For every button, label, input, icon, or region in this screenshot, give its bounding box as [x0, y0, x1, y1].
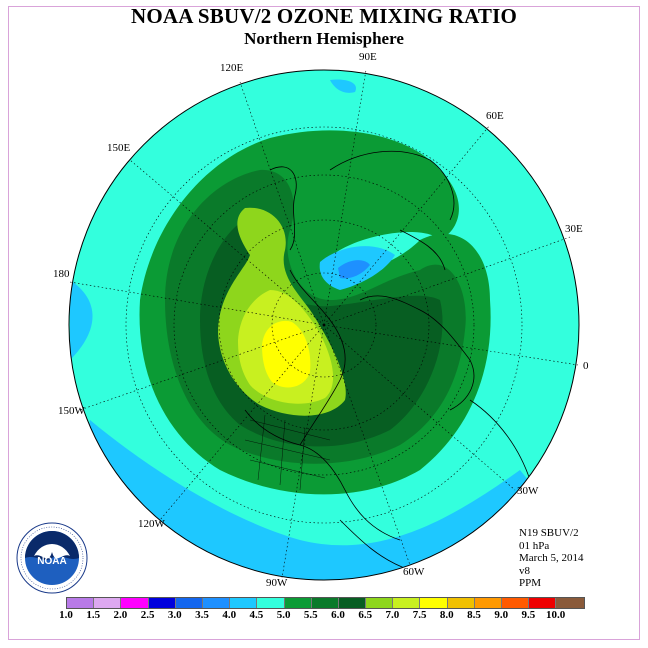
meridian-120w — [159, 324, 325, 521]
lon-label-30w: 30W — [517, 485, 539, 497]
lon-label-180: 180 — [53, 268, 70, 280]
legend-tick-label: 5.0 — [276, 609, 291, 621]
coastlines — [244, 150, 531, 571]
version-label: v8 — [519, 564, 530, 577]
legend-tick-label: 9.0 — [494, 609, 509, 621]
legend-swatch — [121, 598, 149, 608]
legend-tick-label: 4.5 — [249, 609, 264, 621]
legend-swatch — [175, 598, 203, 608]
date-label: March 5, 2014 — [519, 552, 584, 564]
meridian-120e — [239, 81, 325, 326]
meridian-150w — [79, 324, 325, 411]
legend-swatch — [366, 598, 394, 608]
africa-coast — [469, 399, 531, 481]
lon-label-90e: 90E — [359, 51, 377, 63]
figure-border — [8, 6, 640, 640]
legend-tick-label: 7.5 — [412, 609, 427, 621]
units-label: PPM — [519, 577, 542, 589]
lon-label-150e: 150E — [107, 142, 131, 154]
legend-tick-label: 9.5 — [521, 609, 536, 621]
legend-swatch — [284, 598, 312, 608]
legend-swatch — [94, 598, 122, 608]
us-state-lines — [244, 414, 331, 491]
meridian-90e — [323, 69, 367, 326]
legend-tick-label: 8.5 — [467, 609, 481, 621]
pressure-level: 01 hPa — [519, 539, 550, 552]
field-7.5-8.0 — [262, 320, 311, 388]
color-legend — [66, 597, 585, 609]
map-subtitle: Northern Hemisphere — [244, 29, 404, 48]
legend-swatch — [474, 598, 502, 608]
map-boundary — [68, 69, 580, 581]
lon-label-30e: 30E — [565, 223, 583, 235]
south-america-coast — [339, 519, 411, 571]
legend-tick-label: 7.0 — [385, 609, 400, 621]
field-4.0-4.5-dateline — [70, 280, 93, 360]
satellite-label: N19 SBUV/2 — [519, 527, 579, 539]
map-title: NOAA SBUV/2 OZONE MIXING RATIO — [131, 4, 517, 28]
legend-tick-label: 2.5 — [140, 609, 155, 621]
greenland-europe-coast — [359, 295, 475, 411]
legend-tick-label: 4.0 — [222, 609, 237, 621]
lon-label-60e: 60E — [486, 110, 504, 122]
siberia-coast — [329, 150, 455, 221]
noaa-logo: NOAA — [16, 522, 88, 594]
latitude-circle-50n — [218, 219, 430, 431]
legend-swatch — [148, 598, 176, 608]
legend-swatch — [230, 598, 258, 608]
legend-swatch — [447, 598, 475, 608]
legend-tick-label: 10.0 — [545, 609, 566, 621]
legend-tick-label: 1.5 — [86, 609, 101, 621]
meridian-90w — [281, 324, 325, 579]
latitude-circle-10n — [125, 126, 523, 524]
meridian-150e — [129, 159, 325, 326]
field-4.0-4.5-north — [330, 79, 356, 93]
info-block: N19 SBUV/2 01 hPa March 5, 2014 v8 PPM — [519, 527, 583, 590]
lon-label-0: 0 — [583, 360, 589, 372]
lon-label-60w: 60W — [403, 566, 425, 578]
alaska-coast — [269, 166, 297, 251]
scandinavia-coast — [399, 229, 446, 271]
legend-tick-label: 3.5 — [195, 609, 209, 621]
legend-tick-label: 3.0 — [167, 609, 182, 621]
logo-text: NOAA — [37, 556, 66, 567]
legend-tick-label: 5.5 — [303, 609, 318, 621]
legend-swatch — [420, 598, 448, 608]
latitude-circle-70n — [271, 272, 377, 378]
meridian-180 — [69, 281, 325, 326]
legend-swatch — [257, 598, 285, 608]
legend-swatch — [311, 598, 339, 608]
legend-tick-label: 8.0 — [439, 609, 454, 621]
graticule — [69, 69, 579, 579]
lon-label-120e: 120E — [220, 62, 244, 74]
canada-coast — [289, 269, 346, 446]
meridian-60w — [323, 324, 411, 566]
legend-tick-label: 6.5 — [358, 609, 373, 621]
legend-swatch — [529, 598, 557, 608]
legend-tick-label: 1.0 — [59, 609, 73, 621]
legend-swatch — [202, 598, 231, 608]
lon-label-90w: 90W — [266, 577, 288, 589]
field-3.5-4.0-polar — [338, 260, 370, 279]
meridian-60e — [323, 124, 491, 326]
legend-swatch — [67, 598, 95, 608]
legend-swatch — [393, 598, 421, 608]
lon-label-120w: 120W — [138, 518, 165, 530]
legend-swatch — [502, 598, 530, 608]
legend-swatch — [556, 598, 584, 608]
lon-label-150w: 150W — [58, 405, 85, 417]
legend-swatch — [338, 598, 367, 608]
latitude-circle-30n — [173, 174, 475, 476]
legend-tick-label: 6.0 — [331, 609, 345, 621]
legend-tick-label: 2.0 — [113, 609, 128, 621]
meridian-0 — [323, 324, 579, 366]
